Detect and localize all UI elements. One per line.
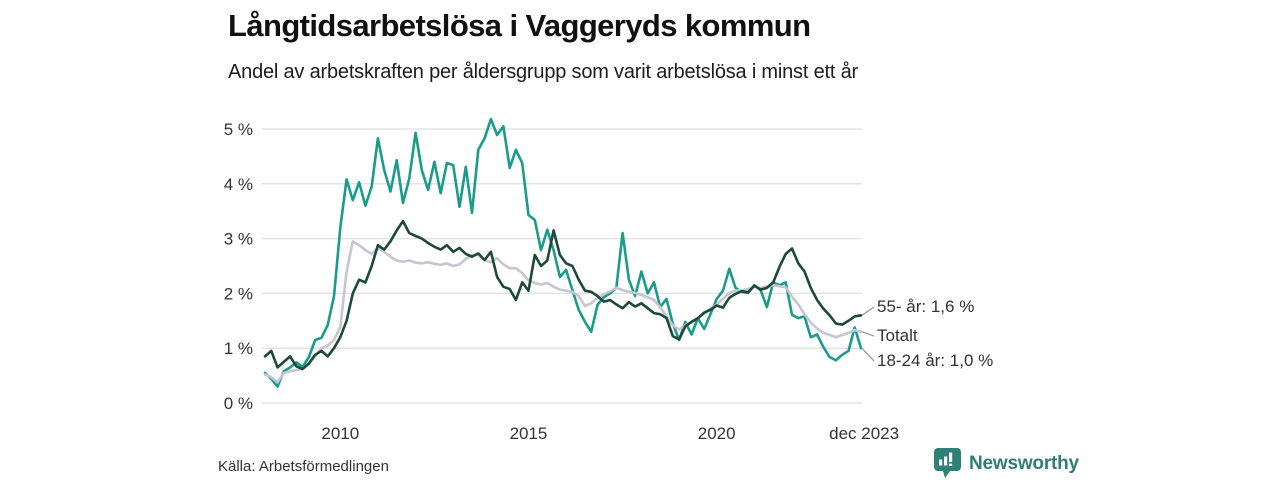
newsworthy-brand: Newsworthy bbox=[934, 448, 1079, 479]
source-note: Källa: Arbetsförmedlingen bbox=[218, 458, 389, 475]
series-end-label-55: 55- år: 1,6 % bbox=[877, 297, 975, 316]
series-line-55- år bbox=[263, 219, 863, 371]
series-end-label-18-24: 18-24 år: 1,0 % bbox=[877, 351, 994, 370]
y-tick-label: 3 % bbox=[224, 230, 253, 249]
chart-subtitle: Andel av arbetskraften per åldersgrupp s… bbox=[228, 61, 858, 83]
leader-line bbox=[861, 306, 875, 316]
series-lines bbox=[263, 117, 863, 388]
x-tick-label: 2010 bbox=[321, 424, 359, 443]
y-tick-label: 5 % bbox=[224, 120, 253, 139]
leader-line bbox=[861, 331, 875, 337]
y-tick-label: 0 % bbox=[224, 394, 253, 413]
label-leader-lines bbox=[861, 306, 875, 362]
gridlines bbox=[262, 128, 862, 404]
series-line-Totalt bbox=[263, 240, 863, 384]
series-end-label-totalt: Totalt bbox=[877, 326, 918, 345]
leader-line bbox=[861, 347, 875, 362]
series-line-18-24 år bbox=[263, 117, 863, 388]
x-tick-label: 2020 bbox=[698, 424, 736, 443]
newsworthy-logo-icon bbox=[934, 448, 961, 478]
y-tick-label: 1 % bbox=[224, 339, 253, 358]
page-title: Långtidsarbetslösa i Vaggeryds kommun bbox=[228, 8, 811, 43]
y-tick-label: 2 % bbox=[224, 284, 253, 303]
y-tick-label: 4 % bbox=[224, 175, 253, 194]
x-tick-label: 2015 bbox=[510, 424, 548, 443]
axis-tick-labels: 0 % 1 % 2 % 3 % 4 % 5 % 2010 2015 2020 dec 2023 bbox=[224, 120, 899, 443]
x-tick-label: dec 2023 bbox=[829, 424, 899, 443]
newsworthy-logo-text: Newsworthy bbox=[969, 452, 1079, 474]
